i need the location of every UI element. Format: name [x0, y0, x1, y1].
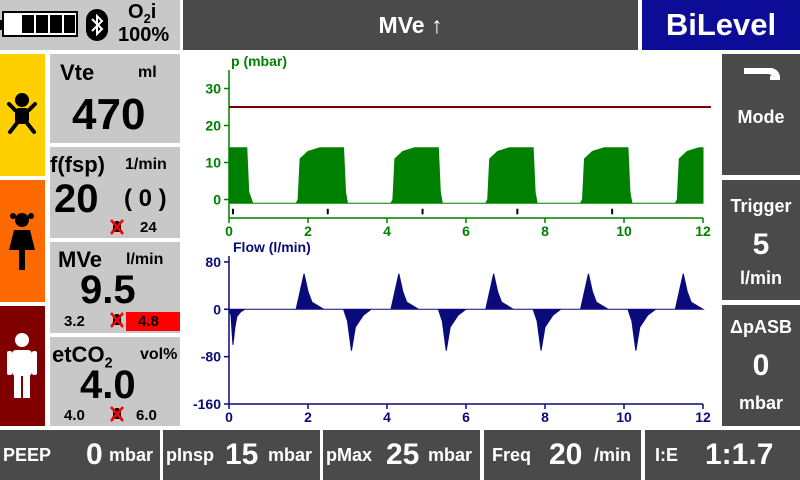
status-panel: O2i 100%	[0, 0, 180, 50]
x-tick-label: 4	[383, 223, 391, 239]
battery-icon	[0, 11, 78, 37]
freq-value: 20	[54, 177, 99, 221]
y-tick-label: 0	[213, 301, 221, 317]
pinsp-setting[interactable]: pInsp 15 mbar	[163, 430, 320, 480]
peep-setting[interactable]: PEEP 0 mbar	[0, 430, 160, 480]
vte-label: Vte	[60, 60, 95, 85]
freq-setting[interactable]: Freq 20 /min	[484, 430, 641, 480]
alarm-message[interactable]: MVe ↑	[183, 0, 638, 50]
mode-button-label: Mode	[737, 107, 785, 127]
bluetooth-icon	[86, 9, 108, 41]
etco2-value: 4.0	[80, 363, 136, 407]
x-tick-label: 6	[462, 223, 470, 239]
y-tick-label: -160	[193, 396, 221, 412]
y-tick-label: 10	[205, 155, 221, 171]
freq-panel: f(fsp) 1/min 20 ( 0 ) 24	[50, 147, 180, 238]
pmax-value: 25	[386, 438, 420, 471]
mve-value: 9.5	[80, 268, 136, 312]
freq-label: f(fsp)	[50, 152, 105, 177]
y-tick-label: -80	[201, 349, 221, 365]
x-tick-label: 8	[541, 223, 549, 239]
ventilator-mode-icon	[744, 68, 780, 80]
pinsp-unit: mbar	[268, 445, 313, 465]
y-tick-label: 30	[205, 81, 221, 97]
patient-child-button[interactable]	[0, 180, 45, 302]
peep-value: 0	[86, 438, 103, 471]
vte-panel: Vte ml 470	[50, 54, 180, 143]
mve-panel: MVe l/min 9.5 3.2 4.8	[50, 242, 180, 333]
trigger-unit: l/min	[739, 268, 782, 288]
infant-icon	[7, 93, 37, 134]
pmax-setting[interactable]: pMax 25 mbar	[323, 430, 480, 480]
mve-low-limit: 3.2	[64, 313, 85, 330]
freq-spont-value: ( 0 )	[124, 185, 167, 212]
etco2-label: etCO2	[52, 342, 113, 372]
x-tick-label: 4	[383, 409, 391, 425]
freq-setting-label: Freq	[492, 445, 532, 465]
peep-unit: mbar	[109, 445, 154, 465]
mve-label: MVe	[58, 247, 103, 272]
x-tick-label: 2	[304, 409, 312, 425]
chart-title: p (mbar)	[231, 53, 287, 69]
child-icon	[9, 213, 35, 270]
pmax-unit: mbar	[428, 445, 473, 465]
mve-high-limit: 4.8	[138, 313, 159, 330]
ie-value: 1:1.7	[705, 438, 774, 471]
x-tick-label: 12	[695, 409, 711, 425]
x-tick-label: 8	[541, 409, 549, 425]
x-tick-label: 6	[462, 409, 470, 425]
trigger-button[interactable]: Trigger 5 l/min	[722, 180, 800, 300]
chart-title: Flow (l/min)	[233, 239, 311, 255]
alarm-off-icon	[110, 406, 124, 422]
dpasb-button[interactable]: ΔpASB 0 mbar	[722, 305, 800, 426]
pinsp-value: 15	[225, 438, 259, 471]
oxygen-value: 100%	[118, 24, 170, 46]
pressure-waveform	[228, 147, 704, 204]
ie-setting[interactable]: I:E 1:1.7	[645, 430, 800, 480]
oxygen-label: O2i	[128, 1, 157, 26]
vte-unit: ml	[138, 64, 157, 81]
adult-icon	[7, 333, 37, 398]
patient-infant-button[interactable]	[0, 54, 45, 176]
ie-label: I:E	[655, 445, 679, 465]
x-tick-label: 2	[304, 223, 312, 239]
x-tick-label: 0	[225, 409, 233, 425]
etco2-unit: vol%	[140, 346, 178, 363]
trigger-value: 5	[752, 228, 770, 261]
mve-high-alarm-bar	[126, 312, 180, 331]
mode-name: BiLevel	[665, 7, 777, 42]
dpasb-value: 0	[752, 349, 770, 382]
x-tick-label: 0	[225, 223, 233, 239]
etco2-low-limit: 4.0	[64, 407, 85, 424]
dpasb-label: ΔpASB	[730, 317, 792, 337]
pmax-label: pMax	[326, 445, 373, 465]
freq-setting-unit: /min	[594, 445, 632, 465]
y-tick-label: 0	[213, 192, 221, 208]
alarm-off-icon	[110, 312, 124, 328]
mve-unit: l/min	[126, 251, 164, 268]
dpasb-unit: mbar	[738, 393, 783, 413]
peep-label: PEEP	[3, 445, 52, 465]
etco2-high-limit: 6.0	[136, 407, 157, 424]
x-tick-label: 10	[616, 409, 632, 425]
freq-unit: 1/min	[125, 156, 167, 173]
alarm-off-icon	[110, 219, 124, 235]
patient-adult-button[interactable]	[0, 306, 45, 426]
flow-waveform	[228, 273, 705, 351]
x-tick-label: 10	[616, 223, 632, 239]
y-tick-label: 20	[205, 118, 221, 134]
mode-button[interactable]: Mode	[722, 54, 800, 175]
freq-high-limit: 24	[140, 219, 157, 236]
freq-setting-value: 20	[549, 438, 583, 471]
x-tick-label: 12	[695, 223, 711, 239]
pinsp-label: pInsp	[166, 445, 214, 465]
etco2-panel: etCO2 vol% 4.0 4.0 6.0	[50, 337, 180, 426]
y-tick-label: 80	[205, 254, 221, 270]
ventilation-mode[interactable]: BiLevel	[642, 0, 800, 50]
alarm-text: MVe ↑	[378, 11, 443, 38]
vte-value: 470	[72, 90, 146, 139]
trigger-label: Trigger	[730, 196, 792, 216]
